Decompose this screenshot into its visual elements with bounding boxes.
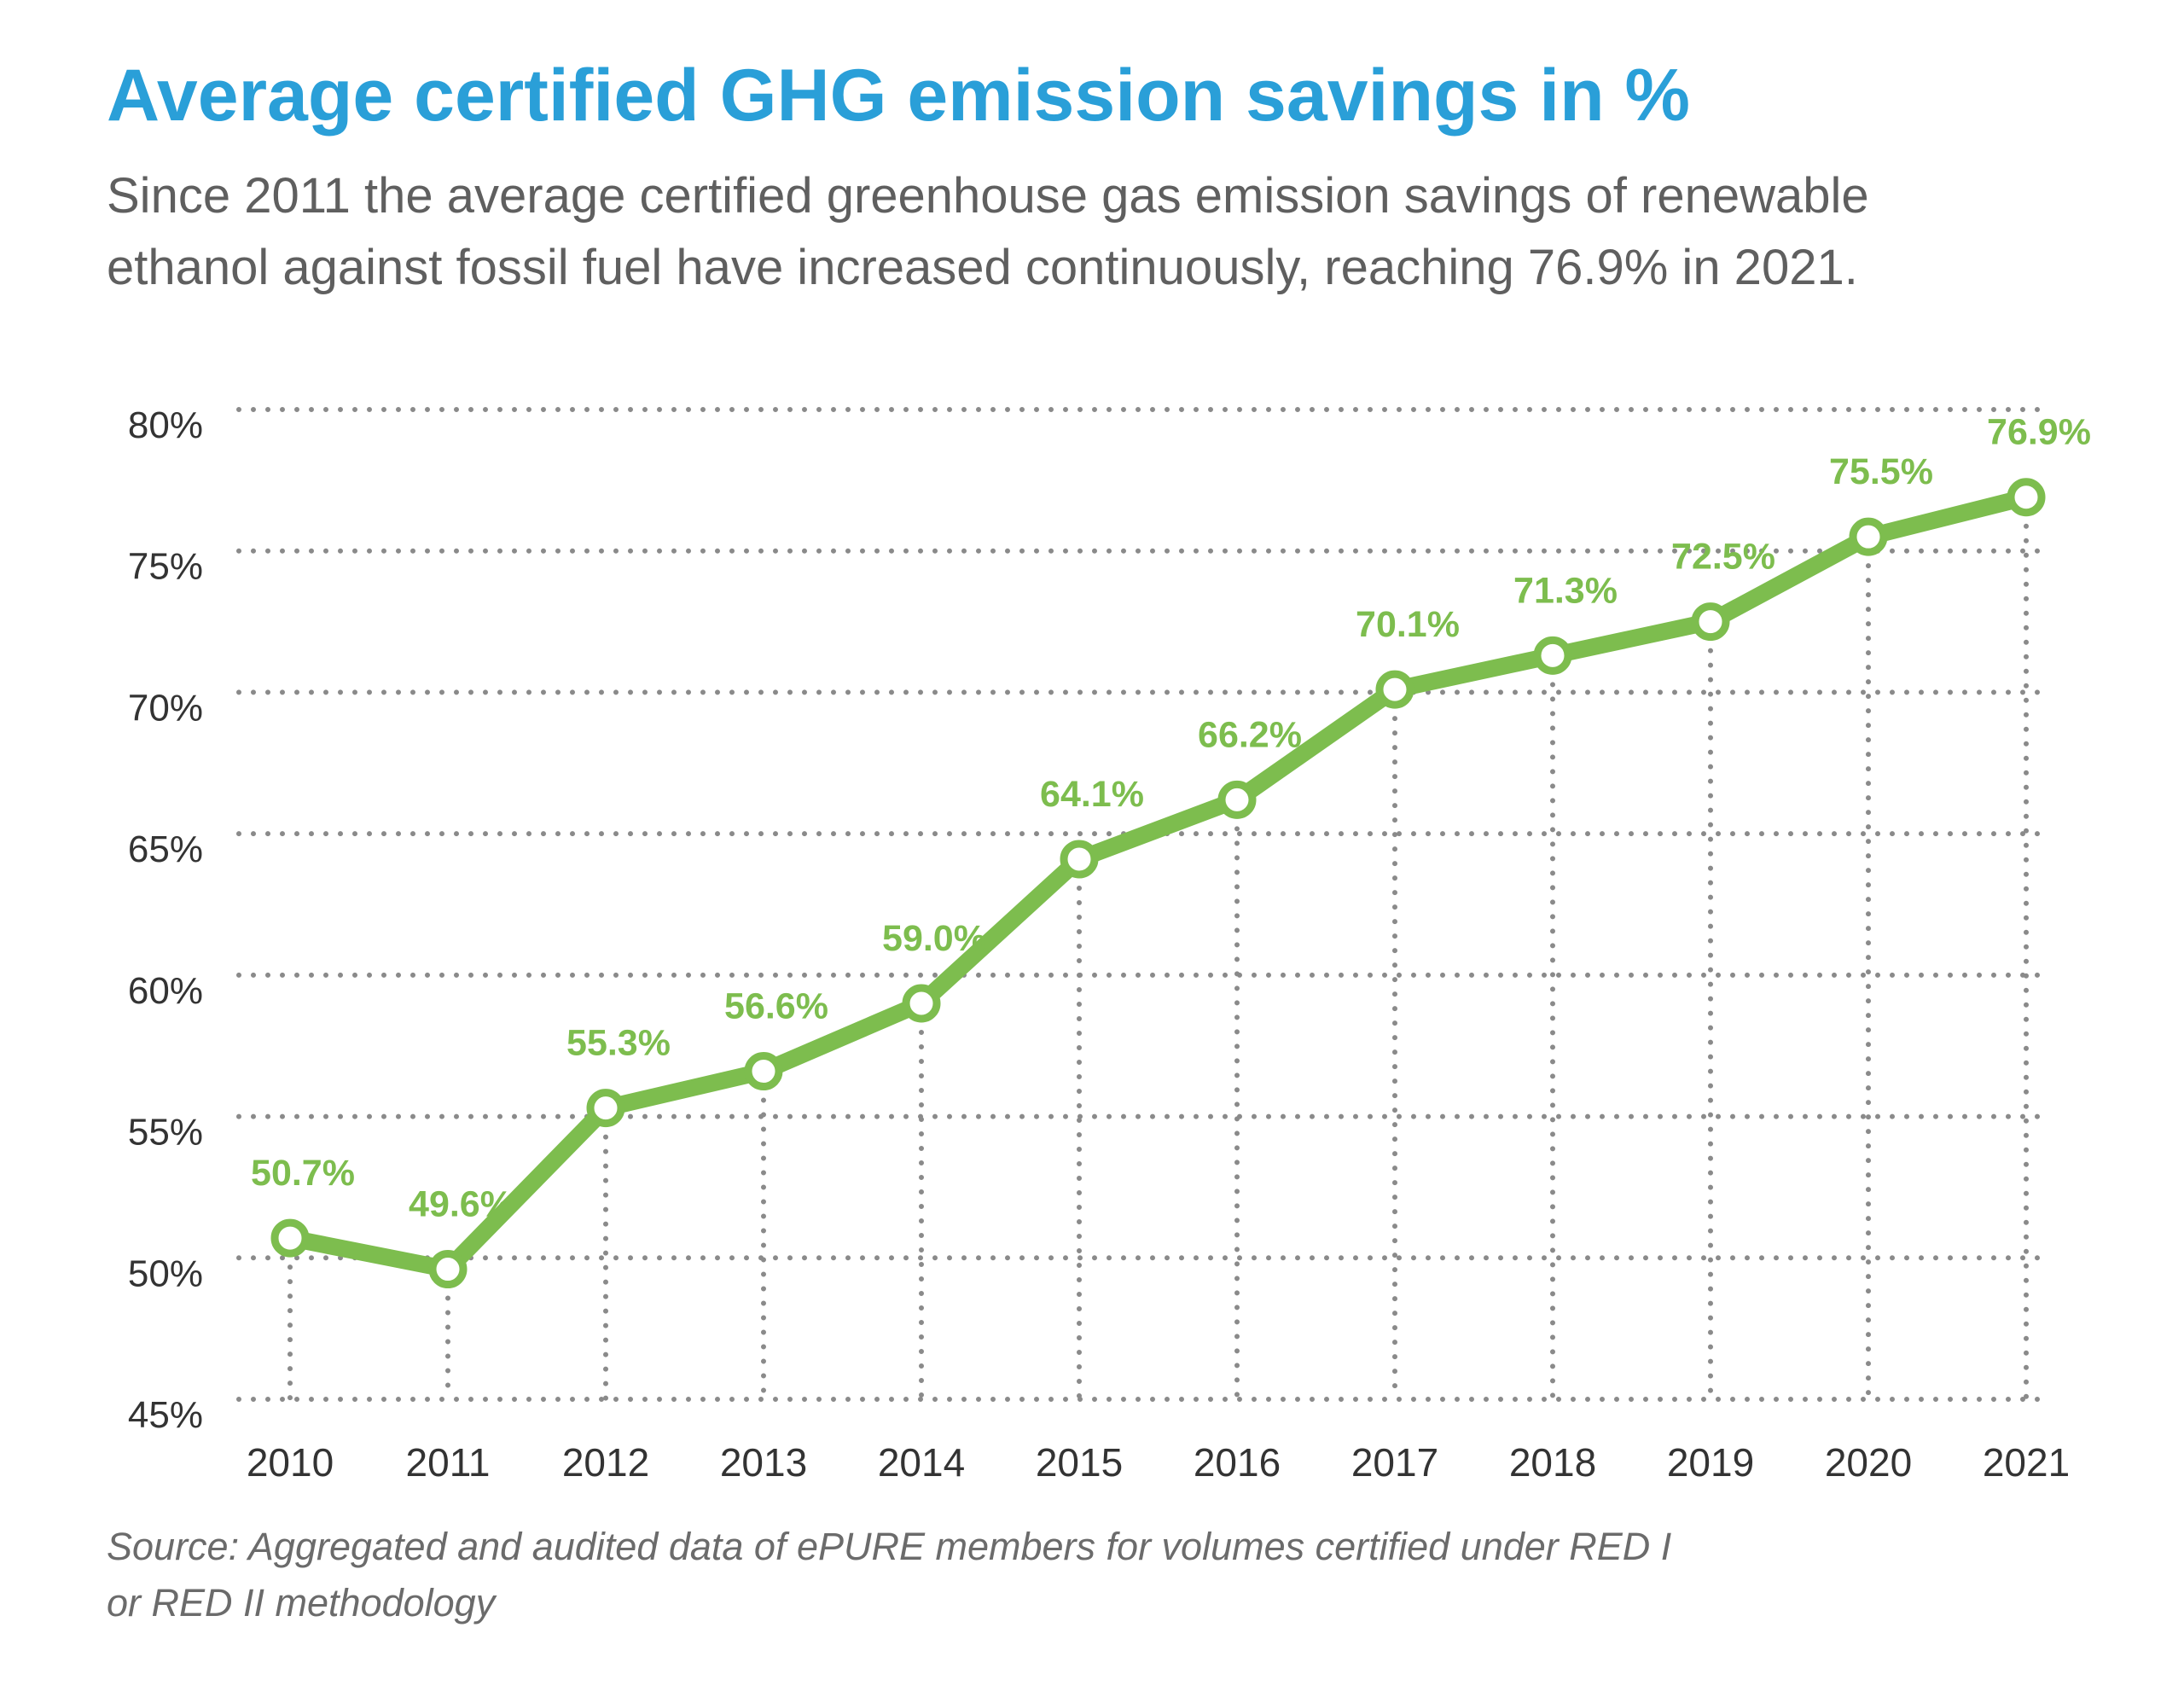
point-marker bbox=[1849, 517, 1888, 556]
point-marker bbox=[902, 984, 941, 1023]
y-tick-label: 60% bbox=[128, 970, 203, 1012]
point-marker bbox=[428, 1250, 468, 1289]
y-tick-label: 50% bbox=[128, 1253, 203, 1294]
x-tick-label: 2010 bbox=[247, 1440, 334, 1485]
data-label: 49.6% bbox=[409, 1184, 513, 1225]
point-marker bbox=[1060, 840, 1099, 879]
point-marker-group bbox=[270, 478, 2046, 1289]
data-label: 72.5% bbox=[1671, 537, 1775, 578]
series-line-group bbox=[282, 488, 2035, 1278]
vertical-dropline-group bbox=[288, 494, 2029, 1402]
point-marker bbox=[1375, 670, 1414, 709]
y-tick-label: 55% bbox=[128, 1112, 203, 1154]
x-axis-labels: 2010 2011 2012 2013 2014 2015 2016 2017 2018 2019… bbox=[247, 1440, 2070, 1485]
data-label: 59.0% bbox=[882, 918, 986, 959]
chart-title: Average certified GHG emission savings i… bbox=[107, 55, 1691, 137]
point-marker bbox=[1217, 780, 1257, 819]
point-marker bbox=[586, 1089, 625, 1128]
series-line bbox=[282, 488, 2035, 1278]
point-marker bbox=[270, 1218, 310, 1258]
data-label: 75.5% bbox=[1829, 451, 1933, 492]
source-line-1: Source: Aggregated and audited data of e… bbox=[107, 1525, 1672, 1568]
x-tick-label: 2013 bbox=[720, 1440, 807, 1485]
data-label: 56.6% bbox=[724, 986, 828, 1027]
data-label: 76.9% bbox=[1987, 412, 2091, 453]
x-tick-label: 2012 bbox=[562, 1440, 649, 1485]
x-tick-label: 2016 bbox=[1194, 1440, 1281, 1485]
data-label: 55.3% bbox=[566, 1023, 671, 1064]
point-marker bbox=[2007, 478, 2046, 517]
source-note: Source: Aggregated and audited data of e… bbox=[107, 1519, 1671, 1631]
x-tick-label: 2021 bbox=[1983, 1440, 2070, 1485]
x-tick-label: 2011 bbox=[406, 1440, 491, 1485]
point-marker bbox=[744, 1052, 783, 1091]
y-axis-labels: 45% 50% 55% 60% 65% 70% 75% 80% bbox=[128, 404, 203, 1436]
x-tick-label: 2017 bbox=[1351, 1440, 1438, 1485]
y-tick-label: 80% bbox=[128, 404, 203, 446]
source-line-2: or RED II methodology bbox=[107, 1581, 496, 1625]
subtitle-line-1: Since 2011 the average certified greenho… bbox=[107, 168, 1869, 224]
subtitle-line-2: ethanol against fossil fuel have increas… bbox=[107, 240, 1858, 295]
y-tick-label: 75% bbox=[128, 546, 203, 588]
x-tick-label: 2019 bbox=[1667, 1440, 1754, 1485]
data-label: 70.1% bbox=[1356, 604, 1460, 645]
point-marker bbox=[1691, 602, 1730, 642]
data-label: 50.7% bbox=[251, 1153, 355, 1194]
y-tick-label: 65% bbox=[128, 828, 203, 870]
chart-subtitle: Since 2011 the average certified greenho… bbox=[107, 160, 2137, 304]
x-tick-label: 2018 bbox=[1509, 1440, 1596, 1485]
y-tick-label: 45% bbox=[128, 1394, 203, 1436]
point-marker bbox=[1533, 636, 1572, 675]
x-tick-label: 2020 bbox=[1825, 1440, 1912, 1485]
x-tick-label: 2015 bbox=[1036, 1440, 1123, 1485]
y-tick-label: 70% bbox=[128, 687, 203, 729]
data-label: 64.1% bbox=[1040, 774, 1144, 815]
data-label-group: 50.7% 49.6% 55.3% 56.6% 59.0% 64.1% 66.2% 70.1%… bbox=[251, 412, 2091, 1225]
data-label: 71.3% bbox=[1513, 570, 1618, 611]
data-label: 66.2% bbox=[1198, 714, 1302, 755]
x-tick-label: 2014 bbox=[878, 1440, 965, 1485]
